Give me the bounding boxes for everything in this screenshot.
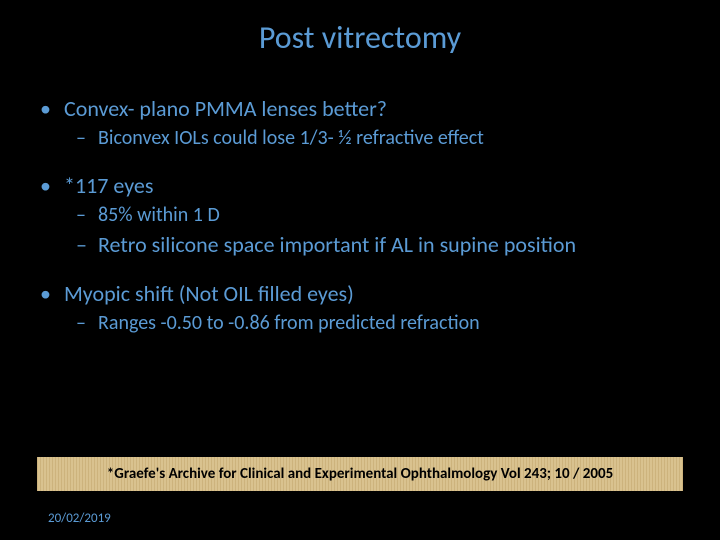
bullet-level-1: • Myopic shift (Not OIL filled eyes) bbox=[40, 280, 680, 307]
bullet-dot: • bbox=[40, 172, 64, 199]
bullet-text: Myopic shift (Not OIL filled eyes) bbox=[64, 280, 354, 307]
sub-bullet-text: Ranges -0.50 to -0.86 from predicted ref… bbox=[98, 311, 480, 335]
bullet-text: *117 eyes bbox=[64, 172, 153, 199]
bullet-text: Convex- plano PMMA lenses better? bbox=[64, 95, 387, 122]
bullet-dash: – bbox=[76, 311, 98, 335]
slide-body: • Convex- plano PMMA lenses better? – Bi… bbox=[0, 65, 720, 335]
bullet-dot: • bbox=[40, 95, 64, 122]
sub-bullet-text: Retro silicone space important if AL in … bbox=[98, 231, 576, 258]
bullet-level-2: – Biconvex IOLs could lose 1/3- ½ refrac… bbox=[76, 126, 680, 150]
bullet-dash: – bbox=[76, 203, 98, 227]
bullet-level-2: – Ranges -0.50 to -0.86 from predicted r… bbox=[76, 311, 680, 335]
footnote-reference: *Graefe's Archive for Clinical and Exper… bbox=[36, 456, 684, 492]
bullet-level-2: – 85% within 1 D bbox=[76, 203, 680, 227]
sub-bullet-text: Biconvex IOLs could lose 1/3- ½ refracti… bbox=[98, 126, 484, 150]
slide-date: 20/02/2019 bbox=[48, 511, 111, 526]
bullet-level-2: – Retro silicone space important if AL i… bbox=[76, 231, 680, 258]
bullet-dash: – bbox=[76, 231, 98, 258]
slide-title: Post vitrectomy bbox=[0, 0, 720, 65]
bullet-dash: – bbox=[76, 126, 98, 150]
bullet-level-1: • Convex- plano PMMA lenses better? bbox=[40, 95, 680, 122]
sub-bullet-text: 85% within 1 D bbox=[98, 203, 220, 227]
bullet-dot: • bbox=[40, 280, 64, 307]
bullet-level-1: • *117 eyes bbox=[40, 172, 680, 199]
